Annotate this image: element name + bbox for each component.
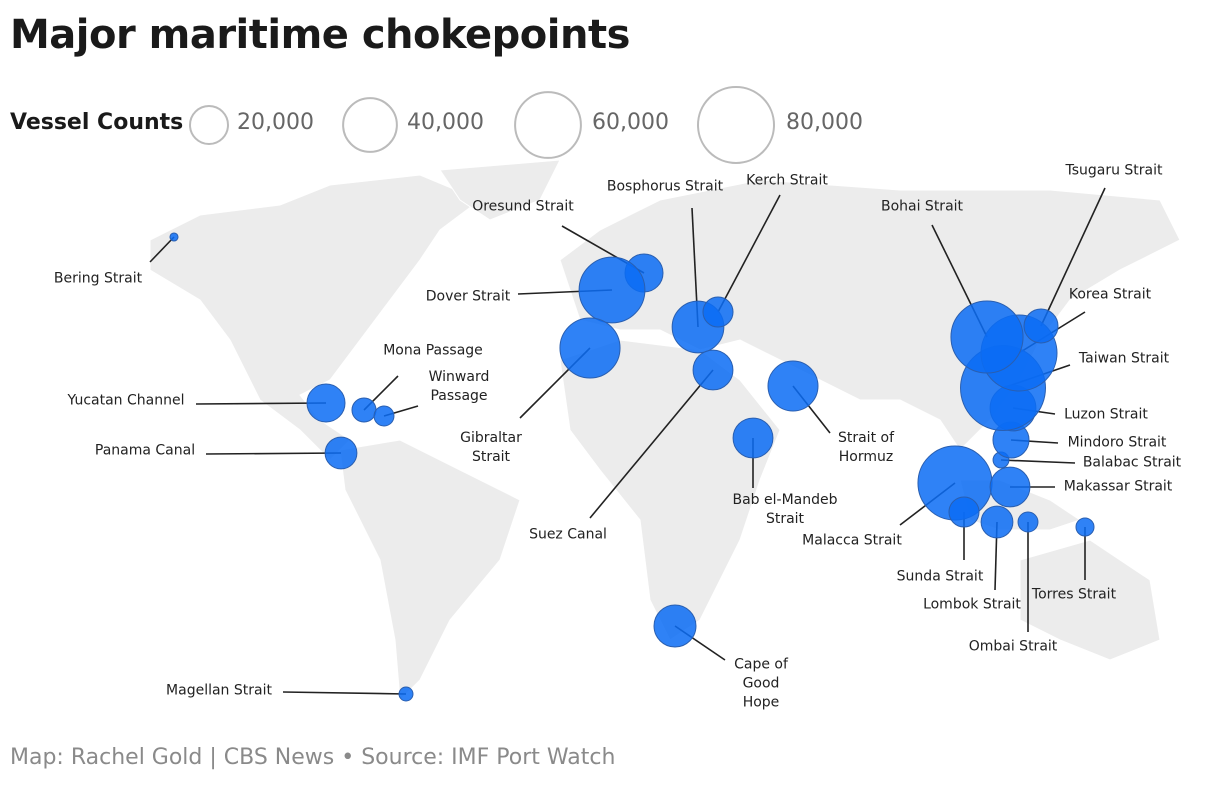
chokepoint-label: Suez Canal [529,526,607,543]
source-note: Map: Rachel Gold | CBS News • Source: IM… [10,745,616,770]
chokepoint-bubble [702,296,734,328]
chokepoint-bubble [373,405,395,427]
chokepoint-label: Luzon Strait [1064,406,1148,423]
legend-label: 40,000 [407,110,484,135]
chokepoint-bubble [948,496,980,528]
chokepoint-label: Malacca Strait [802,532,902,549]
leader-line [282,691,407,695]
chokepoint-label: Winward Passage [428,369,490,404]
legend-circle [697,86,775,164]
chokepoint-bubble [950,300,1024,374]
chokepoint-label: Mindoro Strait [1067,434,1167,451]
chokepoint-label: Strait of Hormuz [837,430,895,465]
chokepoint-label: Tsugaru Strait [1065,162,1163,179]
leader-line [589,369,714,519]
chokepoint-label: Bab el-Mandeb Strait [732,492,838,527]
legend-circle [189,105,229,145]
leader-line [205,452,342,455]
chokepoint-label: Cape of Good Hope [734,656,788,711]
chokepoint-label: Oresund Strait [472,198,574,215]
chokepoint-bubble [692,349,734,391]
chart-title: Major maritime chokepoints [10,12,630,58]
legend-label: 60,000 [592,110,669,135]
chokepoint-bubble [559,317,621,379]
leader-line [1000,459,1076,464]
leader-line [1040,187,1106,327]
chokepoint-label: Taiwan Strait [1078,350,1170,367]
chokepoint-label: Bering Strait [53,270,143,287]
chokepoint-bubble [980,505,1014,539]
chokepoint-label: Gibraltar Strait [460,430,522,465]
chokepoint-label: Makassar Strait [1063,478,1173,495]
chokepoint-bubble [1017,511,1039,533]
chokepoint-bubble [398,686,414,702]
chokepoint-bubble [732,417,774,459]
legend-label: 20,000 [237,110,314,135]
chokepoint-label: Balabac Strait [1082,454,1182,471]
chokepoint-label: Mona Passage [383,342,483,359]
leader-line [149,236,175,263]
leader-line [195,402,327,405]
chokepoint-label: Bosphorus Strait [606,178,724,195]
legend-title: Vessel Counts [10,110,184,135]
chokepoint-label: Yucatan Channel [67,392,185,409]
chokepoint-label: Kerch Strait [746,172,828,189]
chokepoint-bubble [578,256,646,324]
legend-circle [514,91,582,159]
legend-circle [342,97,398,153]
chokepoint-bubble [1023,308,1059,344]
chokepoint-bubble [351,397,377,423]
chokepoint-label: Dover Strait [425,288,511,305]
leader-line [717,194,781,313]
chokepoint-bubble [767,360,819,412]
chokepoint-bubble [653,604,697,648]
chokepoint-label: Torres Strait [1031,586,1117,603]
chokepoint-bubble [324,436,358,470]
chokepoint-label: Bohai Strait [880,198,964,215]
chokepoint-label: Sunda Strait [896,568,984,585]
chokepoint-bubble [306,383,346,423]
chokepoint-bubble [989,466,1031,508]
chokepoint-label: Lombok Strait [923,596,1021,613]
chokepoint-label: Panama Canal [94,442,196,459]
chokepoint-label: Korea Strait [1068,286,1152,303]
chokepoint-bubble [1075,517,1095,537]
chokepoint-bubble [169,232,179,242]
legend-label: 80,000 [786,110,863,135]
chokepoint-label: Magellan Strait [166,682,272,699]
chokepoint-label: Ombai Strait [968,638,1058,655]
